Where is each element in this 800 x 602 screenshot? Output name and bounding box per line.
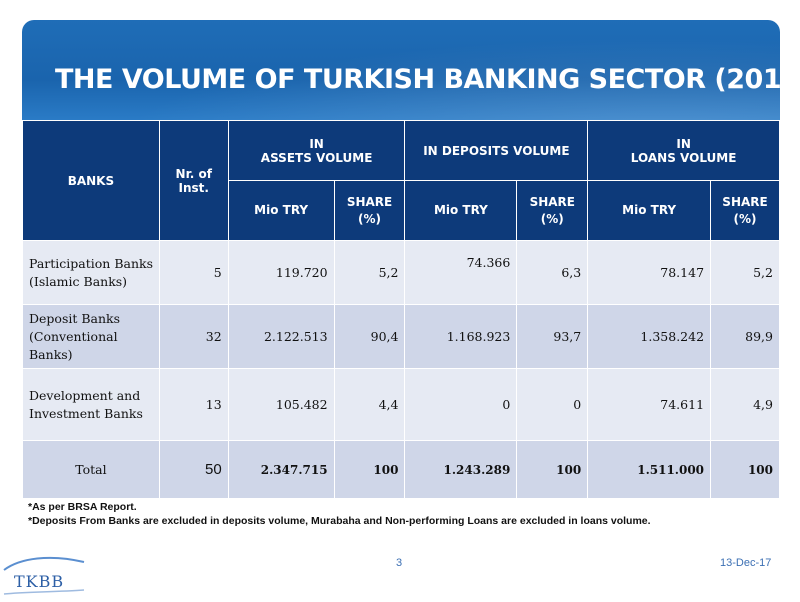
assets-share: 90,4 <box>333 304 406 369</box>
bank-name: Participation Banks (Islamic Banks) <box>22 240 160 305</box>
header-banks: BANKS <box>22 120 160 241</box>
header-nr-inst: Nr. of Inst. <box>158 120 229 241</box>
total-nr-inst: 50 <box>158 440 229 499</box>
header-assets-volume: IN ASSETS VOLUME <box>227 120 406 181</box>
total-deposits-mio: 1.243.289 <box>404 440 518 499</box>
deposits-share: 93,7 <box>516 304 589 369</box>
loans-share: 5,2 <box>710 240 780 305</box>
assets-share: 4,4 <box>333 368 406 441</box>
tkbb-logo-text: TKBB <box>14 572 65 591</box>
table-row: Participation Banks (Islamic Banks) 5 11… <box>22 240 780 305</box>
footnote: *Deposits From Banks are excluded in dep… <box>28 515 651 527</box>
table-row: Development and Investment Banks 13 105.… <box>22 368 780 441</box>
footnotes: *As per BRSA Report. *Deposits From Bank… <box>28 500 651 528</box>
assets-mio: 2.122.513 <box>227 304 335 369</box>
deposits-mio: 74.366 <box>404 240 518 305</box>
page-title: THE VOLUME OF TURKISH BANKING SECTOR (20… <box>55 64 800 95</box>
nr-inst: 32 <box>158 304 229 369</box>
deposits-share: 6,3 <box>516 240 589 305</box>
header-deposits-volume: IN DEPOSITS VOLUME <box>404 120 589 181</box>
subheader-deposits-mio: Mio TRY <box>404 180 518 241</box>
subheader-deposits-share: SHARE (%) <box>516 180 589 241</box>
bank-name: Deposit Banks (Conventional Banks) <box>22 304 160 369</box>
total-assets-mio: 2.347.715 <box>227 440 335 499</box>
table-total-row: Total 50 2.347.715 100 1.243.289 100 1.5… <box>22 440 780 499</box>
total-assets-share: 100 <box>333 440 406 499</box>
total-deposits-share: 100 <box>516 440 589 499</box>
subheader-assets-share: SHARE (%) <box>333 180 406 241</box>
loans-share: 89,9 <box>710 304 780 369</box>
slide-date: 13-Dec-17 <box>720 557 772 569</box>
title-banner <box>22 20 780 120</box>
tkbb-logo <box>0 548 90 598</box>
bank-name: Development and Investment Banks <box>22 368 160 441</box>
footnote: *As per BRSA Report. <box>28 501 137 513</box>
page-number: 3 <box>396 557 403 569</box>
loans-mio: 1.358.242 <box>587 304 712 369</box>
total-loans-share: 100 <box>710 440 780 499</box>
subheader-assets-mio: Mio TRY <box>227 180 335 241</box>
total-label: Total <box>22 440 160 499</box>
deposits-share: 0 <box>516 368 589 441</box>
banking-volume-table: BANKS Nr. of Inst. IN ASSETS VOLUME IN D… <box>22 120 780 499</box>
loans-share: 4,9 <box>710 368 780 441</box>
table-row: Deposit Banks (Conventional Banks) 32 2.… <box>22 304 780 369</box>
nr-inst: 5 <box>158 240 229 305</box>
assets-share: 5,2 <box>333 240 406 305</box>
subheader-loans-mio: Mio TRY <box>587 180 712 241</box>
loans-mio: 74.611 <box>587 368 712 441</box>
header-loans-volume: IN LOANS VOLUME <box>587 120 780 181</box>
deposits-mio: 0 <box>404 368 518 441</box>
assets-mio: 105.482 <box>227 368 335 441</box>
assets-mio: 119.720 <box>227 240 335 305</box>
subheader-loans-share: SHARE (%) <box>710 180 780 241</box>
total-loans-mio: 1.511.000 <box>587 440 712 499</box>
deposits-mio: 1.168.923 <box>404 304 518 369</box>
nr-inst: 13 <box>158 368 229 441</box>
loans-mio: 78.147 <box>587 240 712 305</box>
